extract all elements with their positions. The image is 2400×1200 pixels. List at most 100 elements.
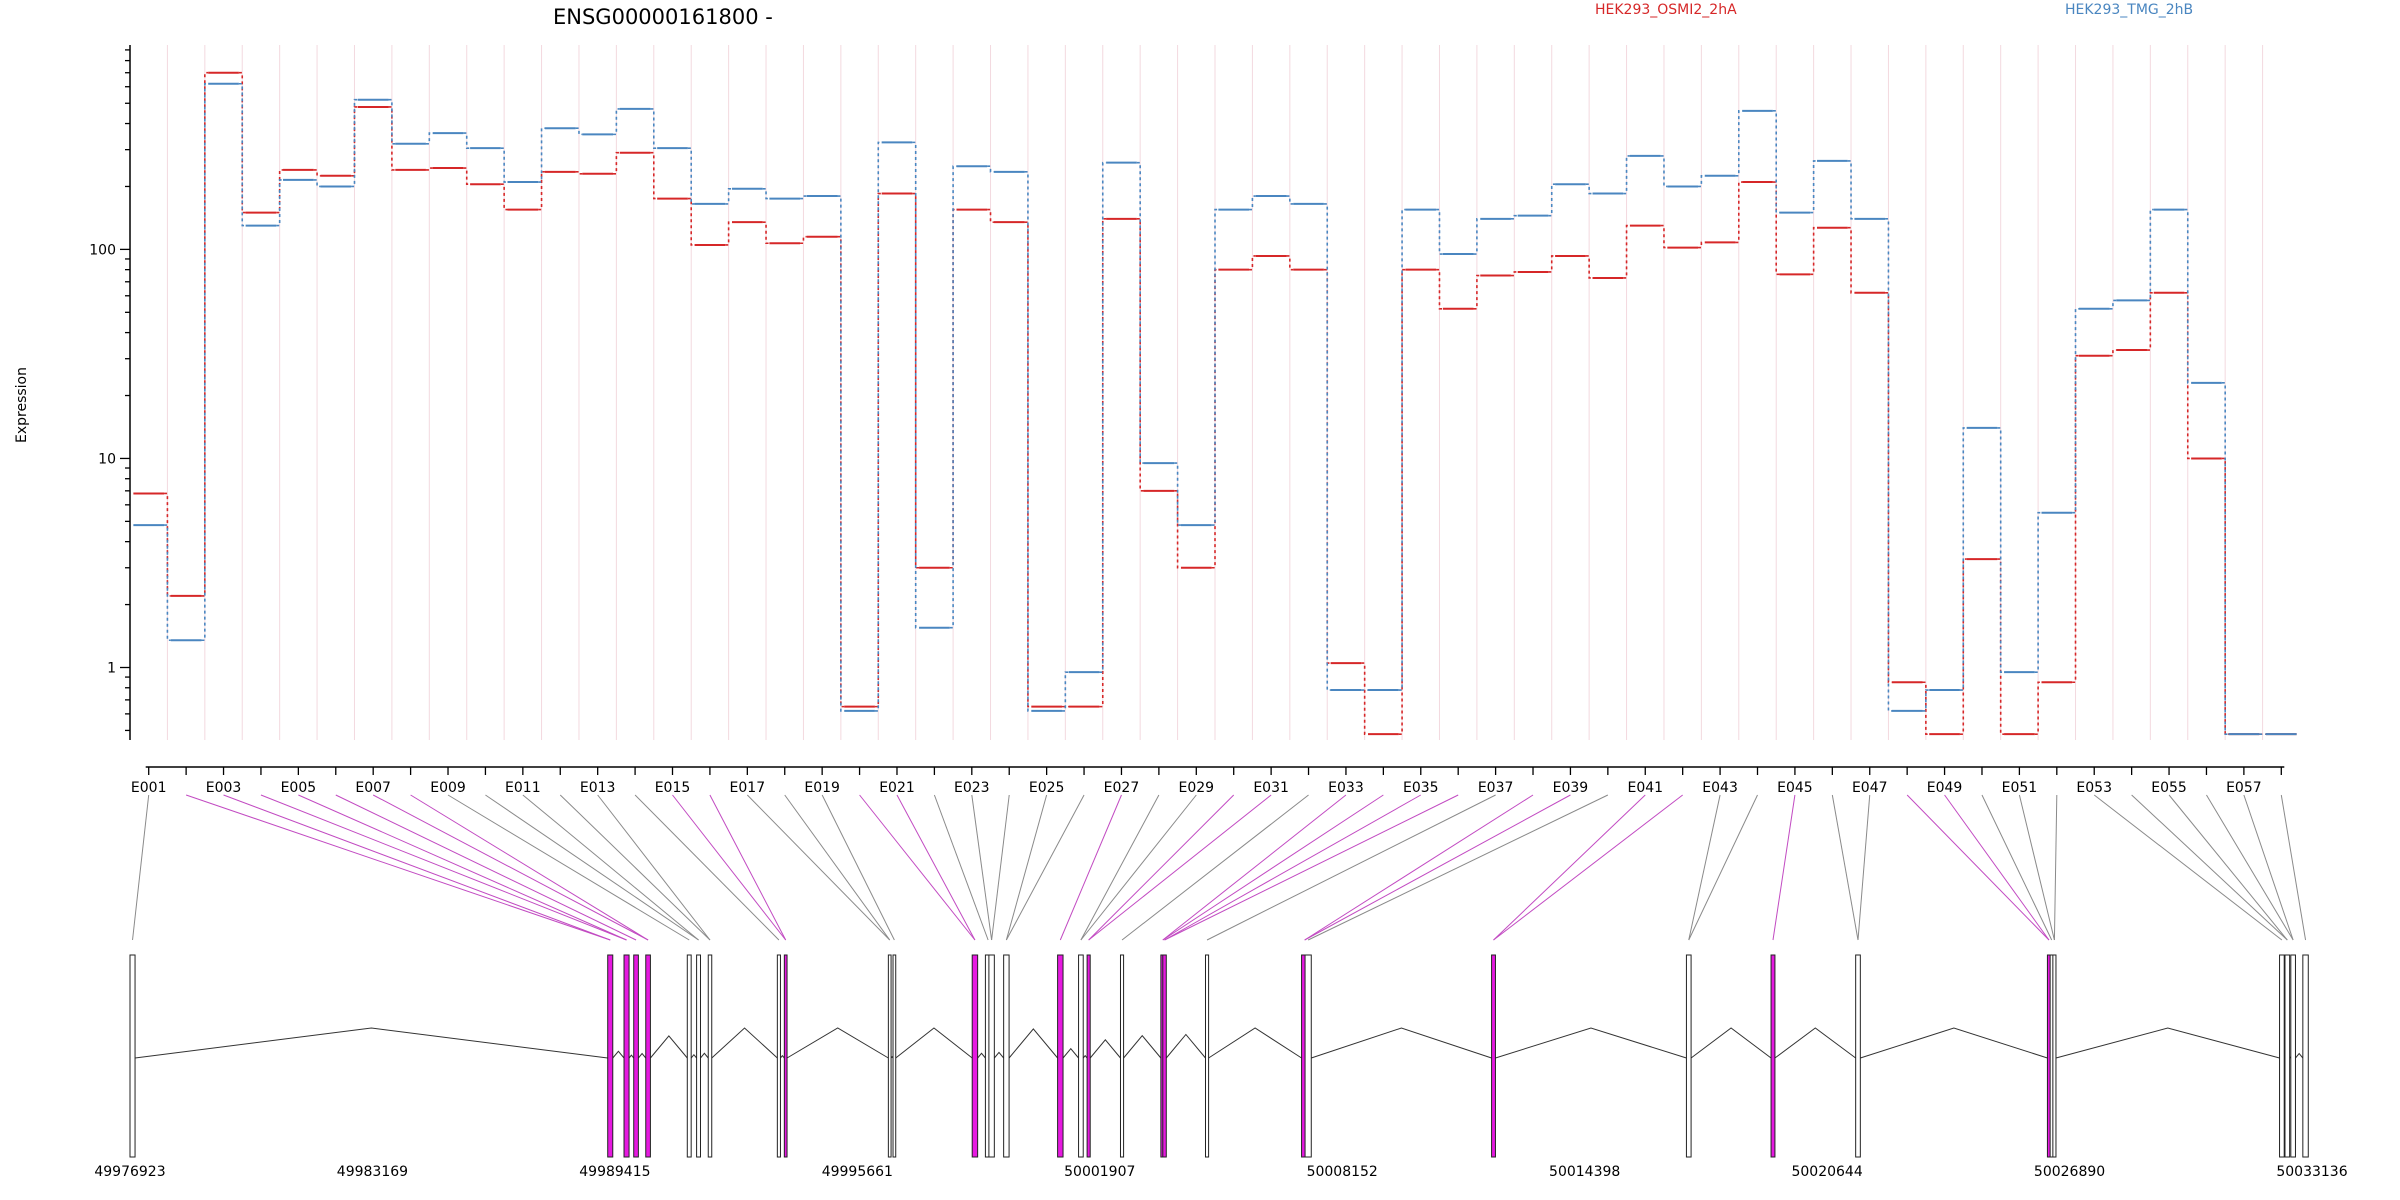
series-connector (1548, 255, 1556, 273)
exon-box (1119, 954, 1125, 1158)
series-connector (2072, 307, 2079, 514)
exon-box (892, 954, 897, 1158)
series-connector (1548, 183, 1556, 217)
exon-connector (1944, 794, 2050, 941)
series-connector (1398, 268, 1406, 735)
series-connector (1174, 490, 1181, 569)
exon-connector (1164, 794, 1422, 941)
series-connector (538, 127, 545, 183)
series-connector (2221, 457, 2229, 735)
exon-connector (821, 794, 895, 941)
series-connector (1922, 689, 1930, 712)
exon-connector (223, 794, 611, 941)
exon-connector (746, 794, 891, 941)
intron (1860, 1027, 2048, 1059)
chart-title: ENSG00000161800 - (553, 5, 773, 29)
series-connector (837, 235, 845, 708)
series-connector (1473, 218, 1481, 255)
series-connector (463, 132, 471, 149)
series-connector (650, 151, 658, 200)
exon-connector (2206, 794, 2294, 941)
exon-label: E055 (2151, 780, 2187, 796)
series-connector (201, 71, 209, 597)
series-connector (2109, 349, 2117, 357)
exon-connector (784, 794, 891, 941)
series-connector (1174, 462, 1181, 526)
exon-box (707, 954, 713, 1158)
series-connector (2146, 208, 2154, 302)
exon-box (1162, 954, 1167, 1158)
series-connector (1959, 427, 1967, 691)
intron (2055, 1027, 2280, 1059)
series-connector (1061, 671, 1069, 712)
series-connector (1959, 558, 1967, 735)
series-connector (1361, 662, 1369, 735)
intron (1311, 1027, 1492, 1059)
exon-box (645, 954, 651, 1158)
exon-connector (896, 794, 976, 941)
exon-box (696, 954, 701, 1158)
exon-label: E001 (131, 780, 167, 796)
series-connector (164, 524, 171, 642)
exon-box (1204, 954, 1210, 1158)
exon-box (2279, 954, 2285, 1158)
series-connector (2221, 382, 2229, 735)
intron (2295, 1052, 2304, 1059)
coordinate-label: 50014398 (1549, 1164, 1620, 1180)
exon-connector (1088, 794, 1235, 941)
coordinate-label: 50033136 (2276, 1164, 2347, 1180)
series-connector (1286, 195, 1294, 205)
intron (1062, 1047, 1079, 1059)
intron (612, 1050, 625, 1059)
exon-label: E005 (281, 780, 317, 796)
exon-box (1086, 954, 1091, 1158)
series-connector (725, 221, 732, 246)
series-connector (687, 197, 695, 246)
series-connector (1623, 224, 1630, 279)
series-connector (912, 141, 920, 629)
exon-connector (1981, 794, 2053, 941)
intron (134, 1027, 608, 1059)
exon-label: E023 (954, 780, 990, 796)
exon-label: E043 (1702, 780, 1738, 796)
coordinate-label: 50020644 (1791, 1164, 1862, 1180)
series-connector (1772, 181, 1780, 276)
gene-model: 49976923 49983169 49989415 49995661 50001907… (94, 954, 2348, 1180)
exon-box (129, 954, 136, 1158)
exon-connector (1005, 794, 1048, 941)
exon-box (783, 954, 788, 1158)
intron (700, 1052, 709, 1059)
exon-connector (709, 794, 787, 941)
exon-label: E013 (580, 780, 616, 796)
legend-entry-tmg: HEK293_TMG_2hB (2065, 2, 2193, 18)
exon-box (971, 954, 979, 1158)
intron (1774, 1027, 1856, 1059)
exon-box (633, 954, 639, 1158)
exon-connector (1307, 794, 1609, 941)
exon-axis: E001 E003 E005 E007 E009 E011 E013 E015 E017 E019… (131, 766, 2285, 796)
exon-connector (2168, 794, 2288, 941)
series-connector (1436, 208, 1443, 255)
intron (1123, 1034, 1162, 1059)
series-connector (1698, 174, 1705, 188)
exon-box (2052, 954, 2057, 1158)
exon-label: E057 (2226, 780, 2262, 796)
series-connector (1286, 255, 1294, 271)
series-connector (1136, 161, 1144, 464)
exon-connector (132, 794, 150, 941)
series-connector (575, 127, 583, 136)
series-connector (538, 171, 545, 211)
axes: 1 10 100 (89, 45, 131, 740)
exon-connector (185, 794, 611, 941)
exon-connector (1493, 794, 1646, 941)
exon-connector (1493, 794, 1683, 941)
coordinate-label: 50008152 (1307, 1164, 1378, 1180)
series-connector (2184, 208, 2192, 384)
series-connector (238, 82, 246, 227)
exon-connector (1688, 794, 1758, 941)
exon-box (2290, 954, 2296, 1158)
exon-box (1491, 954, 1496, 1158)
exon-label: E045 (1777, 780, 1813, 796)
series-connector (388, 98, 396, 145)
exon-connector (2280, 794, 2307, 941)
